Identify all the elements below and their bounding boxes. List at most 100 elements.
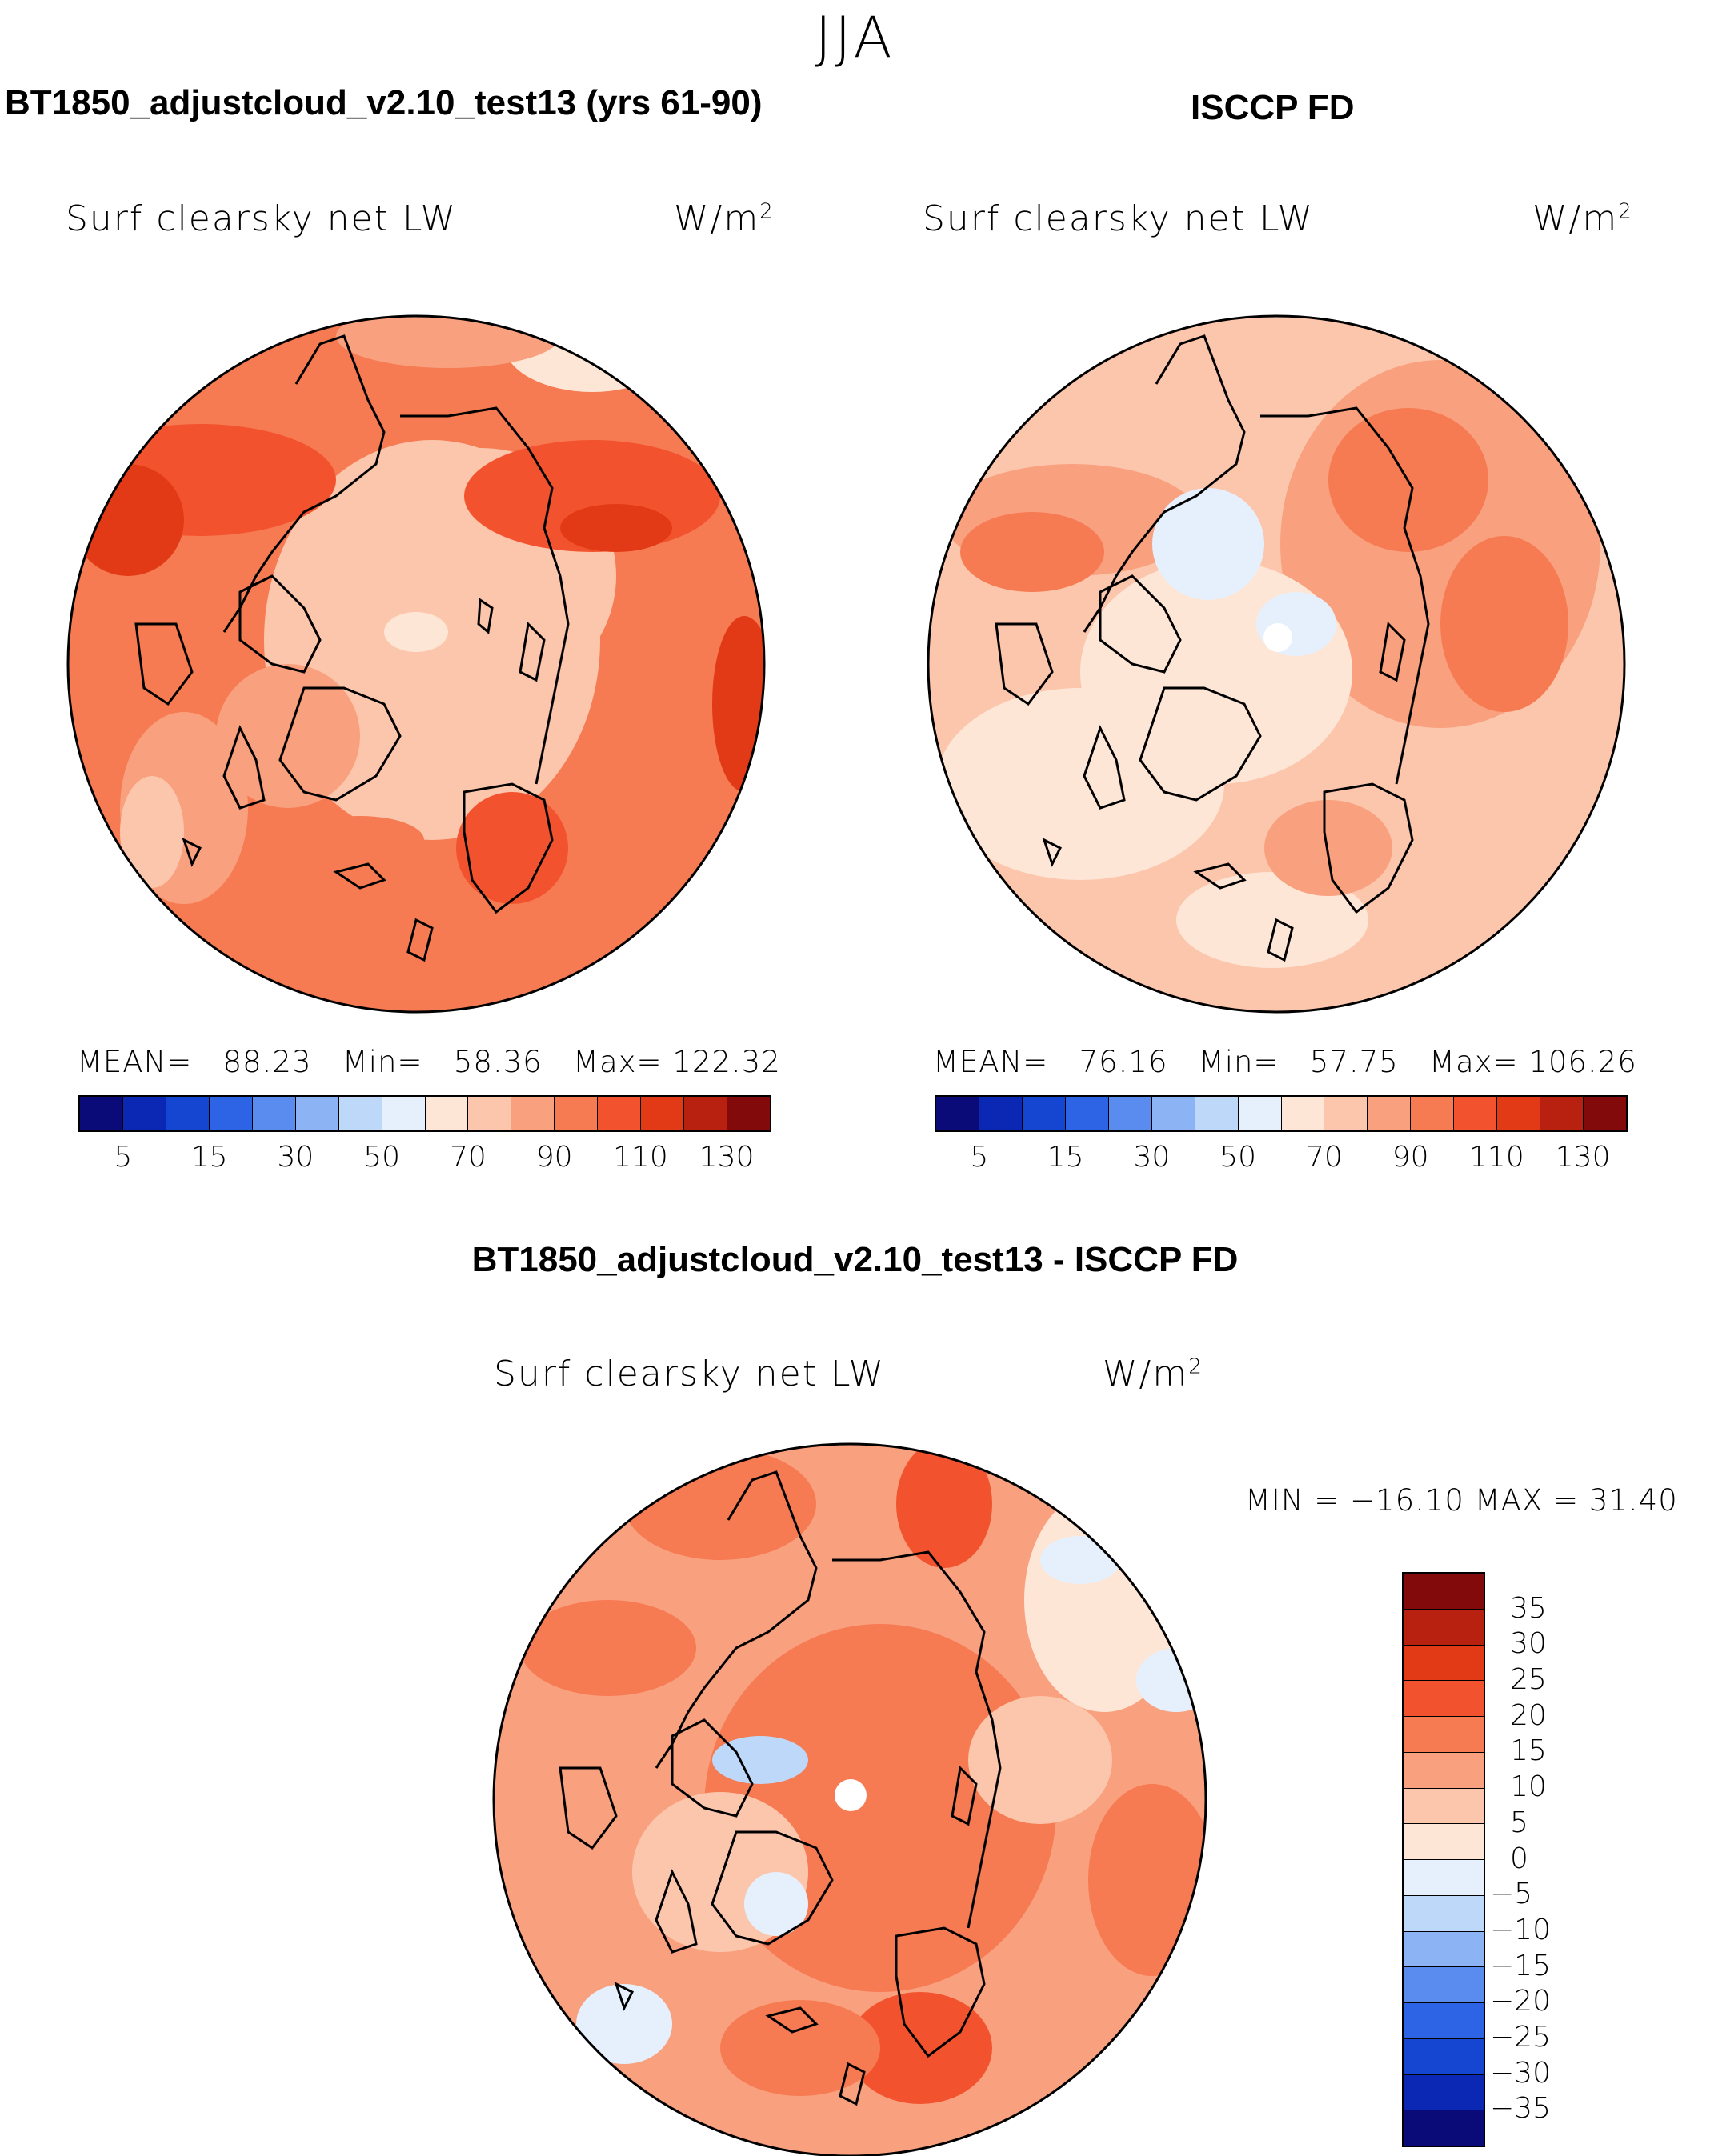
colorbar-tick-label: 5 <box>970 1141 989 1174</box>
colorbar-tick-label: 35 <box>1510 1591 1547 1625</box>
colorbar-swatch <box>1238 1097 1282 1130</box>
colorbar-tick-label: 70 <box>449 1141 487 1174</box>
colorbar-swatch <box>1540 1097 1584 1130</box>
colorbar-swatch <box>979 1097 1023 1130</box>
colorbar-tick-label: −15 <box>1490 1949 1551 1982</box>
obs-stats: MEAN= 76.16 Min= 57.75 Max= 106.26 <box>933 1045 1637 1079</box>
model-panel-title: BT1850_adjustcloud_v2.10_test13 (yrs 61-… <box>5 83 763 122</box>
colorbar-tick-label: −35 <box>1490 2092 1551 2126</box>
model-colorbar <box>78 1095 771 1132</box>
colorbar-tick-label: 70 <box>1305 1141 1343 1174</box>
colorbar-swatch <box>166 1097 210 1130</box>
obs-units-label: W/m2 <box>1532 198 1633 239</box>
colorbar-swatch <box>468 1097 512 1130</box>
colorbar-tick-label: 15 <box>1510 1734 1547 1768</box>
diff-colorbar <box>1402 1572 1485 2147</box>
colorbar-swatch <box>1404 2038 1484 2075</box>
map-model-border <box>66 314 766 1014</box>
colorbar-swatch <box>1404 1931 1484 1968</box>
colorbar-swatch <box>1065 1097 1109 1130</box>
colorbar-swatch <box>1108 1097 1152 1130</box>
colorbar-swatch <box>1404 1681 1484 1717</box>
colorbar-tick-label: 110 <box>1469 1141 1524 1174</box>
colorbar-tick-label: 5 <box>114 1141 133 1174</box>
colorbar-tick-label: 20 <box>1510 1698 1547 1732</box>
colorbar-tick-label: 0 <box>1510 1842 1528 1875</box>
colorbar-swatch <box>641 1097 685 1130</box>
colorbar-tick-label: 110 <box>613 1141 668 1174</box>
colorbar-tick-label: 130 <box>699 1141 755 1174</box>
colorbar-swatch <box>1454 1097 1498 1130</box>
colorbar-swatch <box>1404 1788 1484 1825</box>
colorbar-swatch <box>1404 2003 1484 2039</box>
colorbar-swatch <box>727 1097 770 1130</box>
colorbar-tick-label: −25 <box>1490 2020 1551 2054</box>
colorbar-swatch <box>1195 1097 1239 1130</box>
colorbar-tick-label: 15 <box>190 1141 228 1174</box>
colorbar-swatch <box>1404 2110 1484 2146</box>
colorbar-swatch <box>1584 1097 1626 1130</box>
colorbar-swatch <box>295 1097 339 1130</box>
map-diff-border <box>492 1442 1207 2156</box>
colorbar-swatch <box>555 1097 599 1130</box>
colorbar-tick-label: 50 <box>1219 1141 1257 1174</box>
colorbar-tick-label: −30 <box>1490 2056 1551 2090</box>
model-variable-label: Surf clearsky net LW <box>66 198 457 239</box>
colorbar-swatch <box>1404 1574 1484 1610</box>
map-diff-coastlines <box>559 1470 1002 2106</box>
colorbar-tick-label: 30 <box>1133 1141 1171 1174</box>
colorbar-swatch <box>425 1097 469 1130</box>
colorbar-swatch <box>1404 1752 1484 1789</box>
map-obs-border <box>927 314 1626 1014</box>
obs-panel-title: ISCCP FD <box>1191 88 1355 127</box>
colorbar-swatch <box>1324 1097 1368 1130</box>
diff-variable-label: Surf clearsky net LW <box>494 1354 885 1394</box>
colorbar-tick-label: −20 <box>1490 1985 1551 2018</box>
colorbar-swatch <box>80 1097 123 1130</box>
colorbar-tick-label: 130 <box>1555 1141 1611 1174</box>
diff-minmax: MIN = −16.10 MAX = 31.40 <box>1245 1483 1678 1518</box>
diff-panel-title: BT1850_adjustcloud_v2.10_test13 - ISCCP … <box>471 1240 1239 1279</box>
colorbar-tick-label: 5 <box>1510 1806 1528 1839</box>
colorbar-tick-label: 30 <box>277 1141 314 1174</box>
colorbar-swatch <box>1404 1609 1484 1646</box>
obs-colorbar <box>935 1095 1628 1132</box>
obs-variable-label: Surf clearsky net LW <box>923 198 1314 239</box>
colorbar-swatch <box>1411 1097 1455 1130</box>
map-obs-polar-hole <box>1263 623 1292 652</box>
colorbar-swatch <box>1022 1097 1066 1130</box>
colorbar-swatch <box>209 1097 253 1130</box>
colorbar-swatch <box>382 1097 426 1130</box>
colorbar-swatch <box>1404 1860 1484 1896</box>
colorbar-tick-label: 50 <box>363 1141 401 1174</box>
colorbar-swatch <box>1404 1717 1484 1753</box>
colorbar-swatch <box>338 1097 382 1130</box>
colorbar-tick-label: 90 <box>535 1141 573 1174</box>
colorbar-swatch <box>1404 1824 1484 1860</box>
model-stats: MEAN= 88.23 Min= 58.36 Max= 122.32 <box>77 1045 781 1079</box>
colorbar-swatch <box>1497 1097 1541 1130</box>
colorbar-tick-label: −10 <box>1490 1913 1551 1946</box>
colorbar-tick-label: −5 <box>1490 1878 1533 1911</box>
map-diff-polar-hole <box>835 1779 867 1811</box>
polar-map-diff <box>492 1442 1207 2156</box>
colorbar-swatch <box>1368 1097 1412 1130</box>
colorbar-swatch <box>1281 1097 1325 1130</box>
season-title: JJA <box>815 5 895 70</box>
colorbar-tick-label: 30 <box>1510 1627 1547 1661</box>
colorbar-swatch <box>1404 1645 1484 1682</box>
map-obs-coastlines <box>995 334 1430 962</box>
colorbar-swatch <box>1404 2074 1484 2111</box>
diff-units-label: W/m2 <box>1103 1354 1203 1394</box>
colorbar-swatch <box>122 1097 166 1130</box>
colorbar-tick-label: 25 <box>1510 1663 1547 1697</box>
polar-map-model <box>66 314 766 1014</box>
colorbar-swatch <box>252 1097 296 1130</box>
map-model-coastlines <box>134 334 570 962</box>
polar-map-obs <box>927 314 1626 1014</box>
colorbar-swatch <box>684 1097 728 1130</box>
colorbar-swatch <box>598 1097 642 1130</box>
colorbar-swatch <box>1404 1895 1484 1932</box>
colorbar-swatch <box>936 1097 979 1130</box>
